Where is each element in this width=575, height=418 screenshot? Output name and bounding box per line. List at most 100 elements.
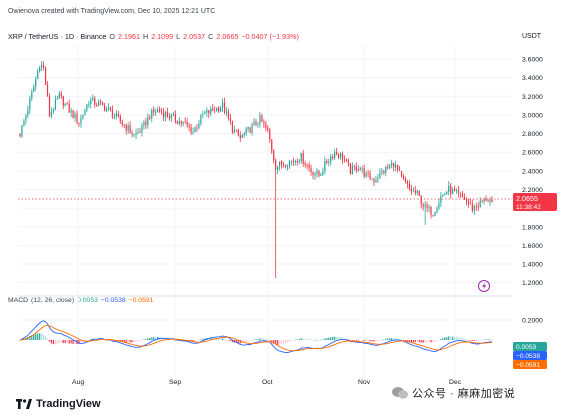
candle-body <box>273 150 275 161</box>
macd-histogram-bar <box>361 340 363 341</box>
macd-histogram-bar <box>127 340 129 343</box>
macd-histogram-bar <box>442 338 444 340</box>
macd-histogram-bar <box>280 340 283 345</box>
candle-body <box>33 86 35 92</box>
price-tick-label: 3.4000 <box>522 75 543 82</box>
candle-body <box>373 179 375 183</box>
candles <box>19 60 493 279</box>
candle-body <box>271 139 273 151</box>
candle-body <box>178 121 180 124</box>
price-tag-value: 2.0655 <box>516 194 538 203</box>
candle-body <box>62 96 64 106</box>
lightning-icon[interactable] <box>478 280 490 292</box>
price-tick-label: 1.4000 <box>522 262 543 269</box>
macd-histogram-bar <box>212 338 214 340</box>
candle-body <box>459 192 462 194</box>
candle-body <box>50 111 53 117</box>
macd-histogram-bar <box>310 339 312 341</box>
macd-histogram-bar <box>139 340 141 342</box>
candle-body <box>267 127 269 130</box>
macd-histogram-bar <box>408 340 411 342</box>
macd-histogram-bar <box>438 340 440 341</box>
candle-body <box>363 168 365 177</box>
macd-histogram-bar <box>56 340 58 344</box>
macd-histogram-bar <box>265 339 267 340</box>
currency-label[interactable]: USDT <box>522 33 542 40</box>
candle-body <box>188 125 190 127</box>
macd-histogram-bar <box>471 340 473 342</box>
macd-histogram-bar <box>336 336 338 340</box>
candle-body <box>418 190 420 196</box>
macd-histogram-bar <box>371 340 373 342</box>
macd-histogram-bar <box>316 339 318 341</box>
candle-body <box>420 195 422 205</box>
price-tick-label: 3.6000 <box>522 56 543 63</box>
macd-histogram-bar <box>363 340 365 342</box>
macd-histogram-bar <box>337 337 340 340</box>
macd-histogram-bar <box>170 339 173 340</box>
month-tick-label: Oct <box>262 379 273 386</box>
candle-body <box>442 194 444 197</box>
candle-body <box>35 78 37 87</box>
candle-body <box>255 121 257 125</box>
macd-histogram-bar <box>343 338 346 340</box>
candle-body <box>37 71 39 79</box>
macd-histogram-bar <box>369 340 371 342</box>
macd-histogram-bar <box>50 340 53 344</box>
macd-histogram-bar <box>444 337 446 340</box>
macd-histogram-bar <box>133 340 135 343</box>
macd-histogram-bar <box>131 340 133 343</box>
macd-histogram-bar <box>485 339 487 340</box>
macd-histogram-bar <box>304 338 306 340</box>
candle-body <box>52 109 55 112</box>
candle-body <box>296 161 298 163</box>
macd-legend-name[interactable]: MACD <box>8 297 29 304</box>
candle-body <box>237 129 239 136</box>
macd-histogram-bar <box>231 340 234 343</box>
candle-body <box>306 164 308 166</box>
macd-histogram-bar <box>277 340 279 345</box>
candle-body <box>46 84 49 97</box>
macd-histogram-bar <box>402 340 405 341</box>
candle-body <box>477 206 479 208</box>
macd-histogram-bar <box>62 340 64 344</box>
candle-body <box>107 107 110 109</box>
candle-body <box>385 166 387 173</box>
macd-histogram-bar <box>300 338 302 340</box>
macd-histogram-bar <box>379 340 381 341</box>
macd-histogram-bar <box>318 339 320 341</box>
macd-histogram-bar <box>288 340 291 342</box>
macd-histogram-bar <box>426 340 428 343</box>
macd-histogram-bar <box>151 337 153 340</box>
candle-body <box>426 204 428 209</box>
macd-histogram-bar <box>200 339 202 341</box>
macd-histogram-bar <box>196 340 198 342</box>
macd-histogram-bar <box>452 336 454 340</box>
month-tick-label: Sep <box>169 379 181 386</box>
macd-histogram-bar <box>263 338 265 340</box>
candle-body <box>204 112 206 114</box>
candle-body <box>21 125 23 137</box>
macd-histogram-bar <box>481 340 483 341</box>
candle-body <box>109 107 112 111</box>
macd-histogram-bar <box>125 340 127 343</box>
macd-histogram-bar <box>145 339 147 340</box>
candle-body <box>251 124 253 133</box>
candle-body <box>194 127 196 133</box>
candle-body <box>347 160 350 164</box>
close-value: 2.0665 <box>216 32 239 41</box>
low-label: L <box>176 32 181 41</box>
macd-histogram-bar <box>320 339 322 341</box>
candle-body <box>328 161 330 163</box>
macd-histogram-bar <box>155 337 157 340</box>
symbol-title[interactable]: XRP / TetherUS · 1D · Binance <box>8 32 107 41</box>
candle-body <box>139 132 141 133</box>
macd-line-tag-value: −0.0538 <box>516 353 540 360</box>
macd-hist-tag <box>513 342 547 351</box>
candle-body <box>200 114 202 124</box>
macd-histogram-bar <box>440 338 442 340</box>
month-tick-label: Nov <box>358 379 371 386</box>
macd-legend-hist: 0.0053 <box>77 297 98 304</box>
candle-body <box>137 132 139 133</box>
